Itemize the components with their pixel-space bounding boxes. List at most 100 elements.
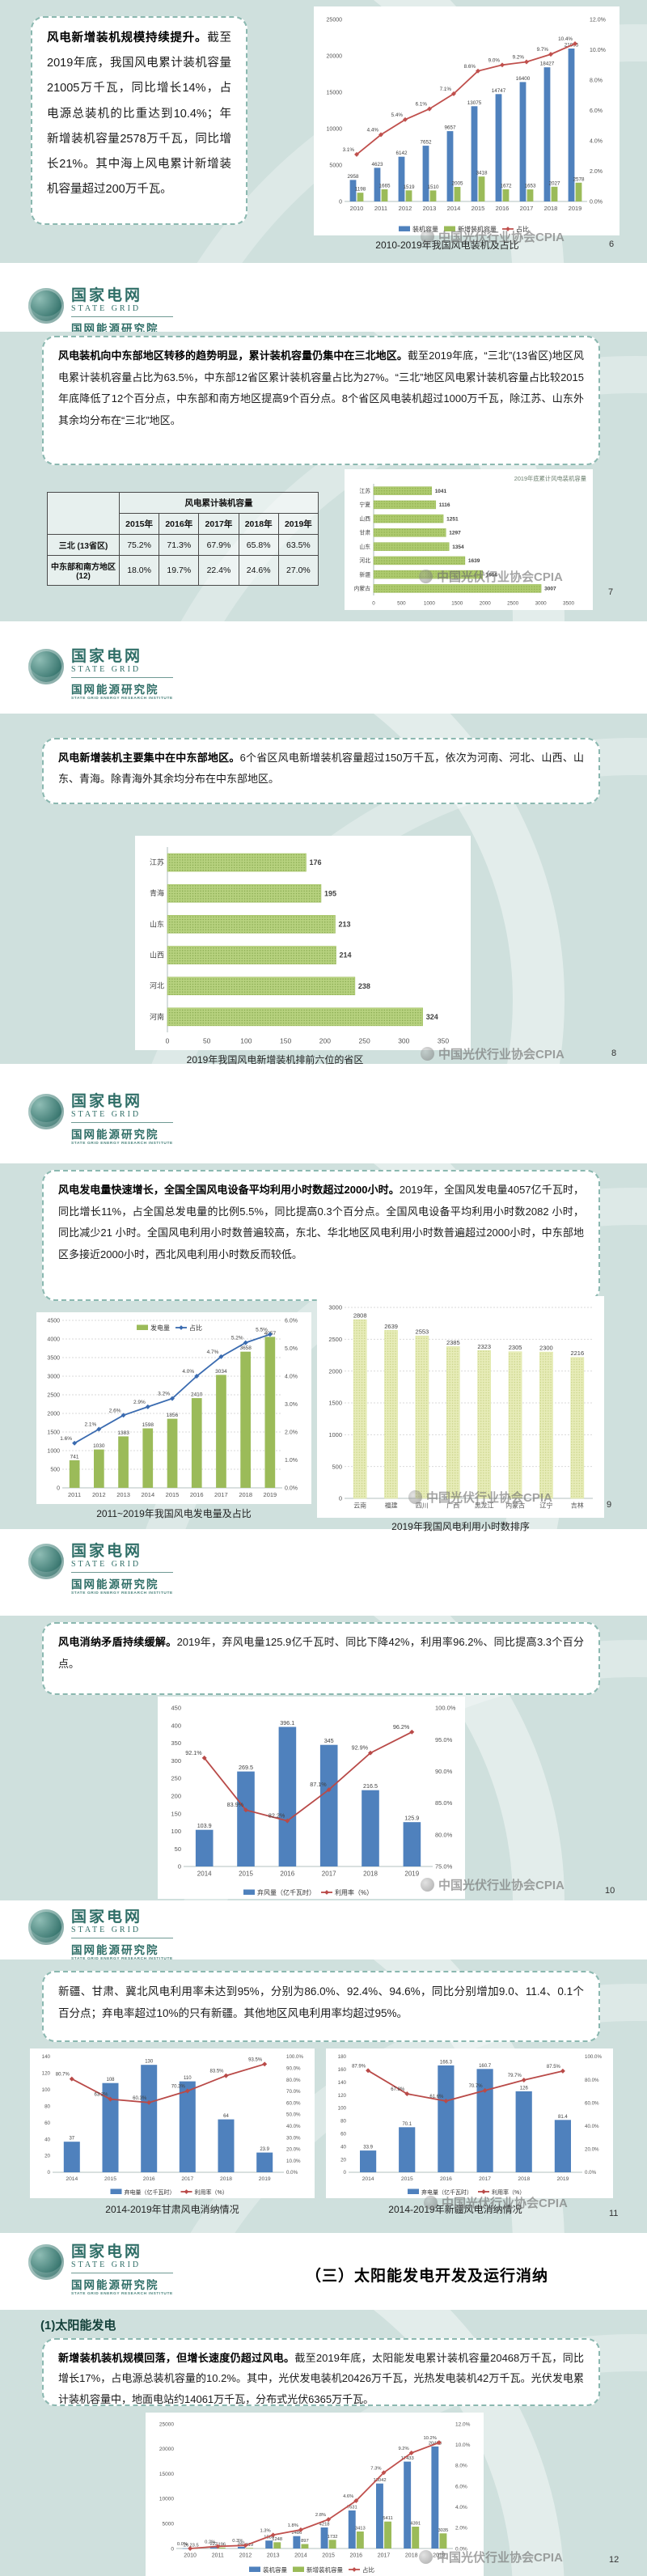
svg-text:25000: 25000: [327, 17, 343, 23]
svg-text:2012: 2012: [92, 1491, 106, 1498]
logo-cn: 国家电网: [71, 2243, 143, 2260]
svg-text:130: 130: [145, 2060, 154, 2065]
svg-text:2013: 2013: [116, 1491, 130, 1498]
svg-text:222: 222: [209, 2542, 218, 2547]
svg-text:1639: 1639: [468, 558, 480, 564]
logo-institute-en: STATE GRID ENERGY RESEARCH INSTITUTE: [71, 1591, 173, 1595]
cpia-logo-icon: [419, 2550, 433, 2564]
svg-text:利用率（%）: 利用率（%）: [195, 2188, 228, 2196]
svg-text:5.0%: 5.0%: [285, 1346, 298, 1352]
svg-text:126: 126: [520, 2086, 529, 2091]
slide-wind-generation: 国家电网 STATE GRID 国网能源研究院 STATE GRID ENERG…: [0, 1076, 647, 1541]
svg-text:2019年底累计风电装机容量: 2019年底累计风电装机容量: [514, 475, 586, 482]
svg-text:4.6%: 4.6%: [343, 2494, 353, 2499]
svg-text:15000: 15000: [159, 2472, 174, 2477]
svg-text:2018: 2018: [220, 2176, 232, 2182]
svg-text:6.0%: 6.0%: [590, 108, 603, 114]
svg-text:1030: 1030: [93, 1443, 105, 1449]
svg-text:4.0%: 4.0%: [455, 2505, 467, 2510]
svg-text:青海: 青海: [150, 888, 164, 897]
svg-text:1653: 1653: [524, 184, 536, 189]
svg-text:9.0%: 9.0%: [488, 57, 501, 63]
svg-text:92.9%: 92.9%: [352, 1744, 369, 1752]
svg-text:108: 108: [106, 2078, 115, 2082]
svg-text:120: 120: [42, 2071, 51, 2077]
svg-text:33.9: 33.9: [363, 2146, 373, 2150]
svg-text:300: 300: [171, 1757, 181, 1765]
sub-section-title: (1)太阳能发电: [40, 2319, 116, 2332]
svg-text:装机容量: 装机容量: [412, 225, 438, 233]
svg-text:2018: 2018: [363, 1871, 378, 1878]
logo-en: STATE GRID: [71, 1560, 173, 1573]
svg-text:4.4%: 4.4%: [367, 128, 379, 133]
svg-text:2000: 2000: [328, 1367, 342, 1375]
cpia-watermark-text: 中国光伏行业协会CPIA: [426, 1491, 552, 1505]
svg-text:3.1%: 3.1%: [343, 147, 355, 153]
top6-provinces-chart: 0 50 100 150 200 250 300 350 江苏 176 青海 195 山东 213 山西 21…: [135, 836, 471, 1050]
svg-text:50.0%: 50.0%: [286, 2112, 301, 2118]
cpia-logo-icon: [421, 1047, 434, 1061]
svg-text:4623: 4623: [371, 162, 383, 167]
svg-text:7652: 7652: [420, 140, 432, 146]
svg-text:12.0%: 12.0%: [590, 17, 606, 23]
textbox-body: 新疆、甘肃、冀北风电利用率未达到95%，分别为86.0%、92.4%、94.6%…: [58, 1985, 584, 2019]
svg-text:8.0%: 8.0%: [455, 2464, 467, 2469]
logo-institute: 国网能源研究院: [71, 683, 159, 696]
svg-text:0: 0: [339, 199, 342, 205]
svg-text:1041: 1041: [435, 489, 447, 494]
svg-text:0.0%: 0.0%: [286, 2170, 298, 2176]
svg-text:2010: 2010: [350, 205, 364, 212]
svg-text:100.0%: 100.0%: [585, 2054, 602, 2060]
svg-text:10.0%: 10.0%: [286, 2159, 301, 2164]
svg-text:10.0%: 10.0%: [590, 48, 606, 53]
svg-text:2014: 2014: [66, 2176, 78, 2182]
svg-text:0: 0: [166, 1037, 170, 1045]
page-number: 9: [607, 1500, 612, 1510]
utilization-hours-chart-card: 0 500 1000 1500 2000 2500 3000 2808 2639 2553 2385…: [317, 1296, 604, 1518]
svg-text:2017: 2017: [181, 2176, 193, 2182]
svg-text:2019: 2019: [404, 1871, 419, 1878]
state-grid-logo: 国家电网 STATE GRID 国网能源研究院 STATE GRID ENERG…: [28, 2244, 173, 2296]
svg-text:23.5: 23.5: [189, 2543, 198, 2548]
page-number: 6: [609, 239, 615, 249]
svg-text:5411: 5411: [383, 2516, 392, 2521]
svg-text:9.2%: 9.2%: [398, 2447, 408, 2451]
xinjiang-curtailment-chart-card: 0 20 40 60 80 100 120 140 160 180 0.0% 20.0% 40.0% 60…: [326, 2049, 613, 2198]
svg-text:0.0%: 0.0%: [285, 1485, 298, 1491]
province-capacity-chart: 2019年底累计风电装机容量 0 500 1000 1500 2000 2500 3000 35…: [345, 469, 593, 610]
svg-text:1856: 1856: [167, 1413, 179, 1418]
svg-text:2016: 2016: [143, 2176, 155, 2182]
svg-text:16400: 16400: [516, 76, 531, 82]
svg-text:0: 0: [57, 1485, 60, 1491]
svg-text:2000: 2000: [47, 1411, 60, 1417]
slide-wind-curtailment: 国家电网 STATE GRID 国网能源研究院 STATE GRID ENERG…: [0, 1541, 647, 1909]
svg-text:0: 0: [178, 1863, 181, 1871]
svg-text:1500: 1500: [328, 1400, 342, 1407]
svg-text:2017: 2017: [520, 205, 534, 212]
svg-text:2027: 2027: [548, 180, 560, 186]
state-grid-globe-icon: [28, 1094, 64, 1129]
svg-text:0: 0: [344, 2170, 347, 2176]
svg-text:80.0%: 80.0%: [286, 2078, 301, 2083]
svg-text:5.5%: 5.5%: [256, 1327, 268, 1332]
svg-text:2410: 2410: [191, 1392, 203, 1398]
svg-text:2014: 2014: [447, 205, 461, 212]
svg-text:897: 897: [301, 2539, 309, 2544]
svg-text:80: 80: [340, 2119, 346, 2125]
cpia-logo-icon: [408, 1490, 422, 1504]
logo-en: STATE GRID: [71, 2260, 173, 2273]
svg-text:新疆: 新疆: [359, 570, 370, 578]
svg-text:3035: 3035: [438, 2528, 448, 2533]
svg-text:80.0%: 80.0%: [585, 2078, 599, 2083]
solar-capacity-chart: 0 5000 10000 15000 20000 25000 0.0% 2.0% 4.0% 6.0…: [146, 2413, 484, 2576]
textbox-body: 截至2019年底，“三北”(13省区)地区风电累计装机容量占比为63.5%，中东…: [58, 350, 584, 426]
svg-text:23.9: 23.9: [260, 2147, 269, 2152]
svg-text:250: 250: [359, 1037, 370, 1045]
svg-text:12.0%: 12.0%: [455, 2421, 471, 2427]
svg-text:江苏: 江苏: [359, 487, 370, 494]
svg-text:350: 350: [438, 1037, 449, 1045]
province-capacity-chart-card: 2019年底累计风电装机容量 0 500 1000 1500 2000 2500 3000 35…: [345, 469, 593, 610]
logo-institute-en: STATE GRID ENERGY RESEARCH INSTITUTE: [71, 1141, 173, 1146]
svg-text:195: 195: [324, 889, 336, 897]
svg-text:新增装机容量: 新增装机容量: [307, 2565, 343, 2574]
